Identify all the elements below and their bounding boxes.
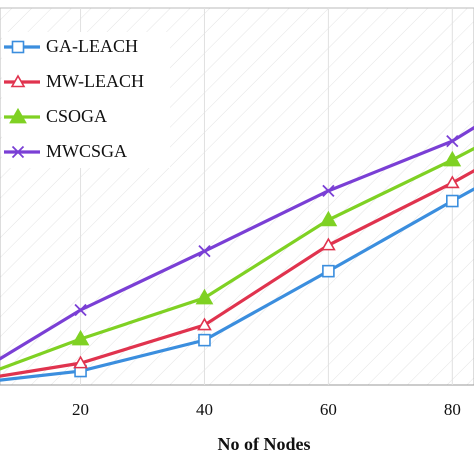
- marker: [71, 329, 90, 346]
- legend: GA-LEACH MW-LEACH CSOGA MWCSGA: [4, 36, 144, 161]
- legend-label: CSOGA: [46, 106, 107, 126]
- marker: [197, 317, 212, 331]
- x-tick-label: 60: [320, 400, 337, 419]
- marker: [74, 303, 87, 317]
- series-line: [0, 187, 474, 382]
- marker: [321, 237, 336, 251]
- series-line: [0, 146, 474, 371]
- marker: [319, 210, 338, 227]
- marker: [9, 107, 27, 124]
- marker: [198, 245, 211, 258]
- series-line: [0, 168, 474, 378]
- marker: [322, 184, 335, 197]
- marker: [10, 74, 26, 88]
- legend-label: GA-LEACH: [46, 36, 138, 56]
- x-tick-label: 40: [196, 400, 213, 419]
- series-line: [0, 125, 474, 361]
- marker: [446, 194, 459, 208]
- marker: [73, 355, 88, 369]
- x-tick-label: 80: [444, 400, 461, 419]
- marker: [11, 145, 25, 159]
- x-tick-label: 20: [72, 400, 89, 419]
- series-group: [0, 125, 474, 382]
- marker: [446, 134, 459, 148]
- legend-box: [2, 32, 170, 168]
- marker: [443, 150, 462, 167]
- marker: [322, 264, 335, 278]
- x-ticks: 20 40 60 80: [72, 400, 461, 419]
- x-axis-label: No of Nodes: [218, 434, 311, 454]
- marker: [444, 175, 460, 189]
- marker: [11, 40, 25, 54]
- marker: [195, 288, 214, 305]
- marker: [198, 333, 211, 347]
- legend-label: MW-LEACH: [46, 71, 144, 91]
- legend-label: MWCSGA: [46, 141, 127, 161]
